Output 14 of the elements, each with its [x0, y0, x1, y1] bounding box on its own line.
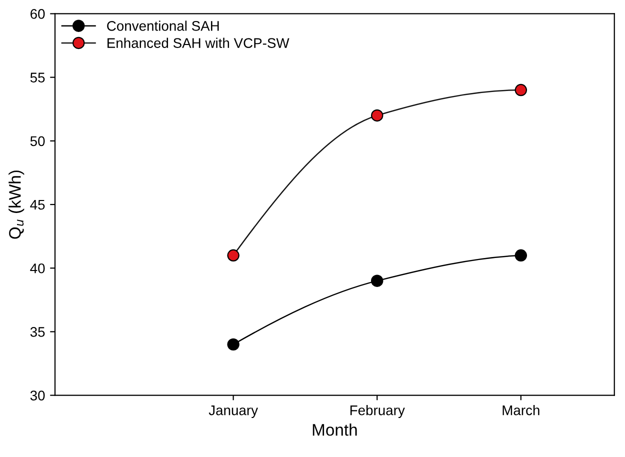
y-tick-label: 35 — [30, 327, 45, 337]
y-tick-label: 45 — [30, 200, 45, 210]
y-tick-label: 40 — [30, 263, 45, 274]
legend-label: Enhanced SAH with VCP-SW — [108, 38, 290, 48]
y-axis-title: Q$_{u}$ (kWh) — [8, 170, 24, 239]
x-tick-label: March — [502, 405, 540, 416]
x-tick-label: February — [350, 405, 405, 418]
y-tick-label: 60 — [30, 9, 45, 19]
y-tick-label: 30 — [30, 390, 45, 400]
x-tick-label: January — [208, 406, 258, 418]
y-tick-label: 50 — [30, 136, 45, 146]
x-axis-title: Month — [312, 424, 357, 436]
y-tick-label: 55 — [30, 72, 45, 82]
legend-label: Conventional SAH — [107, 20, 219, 31]
